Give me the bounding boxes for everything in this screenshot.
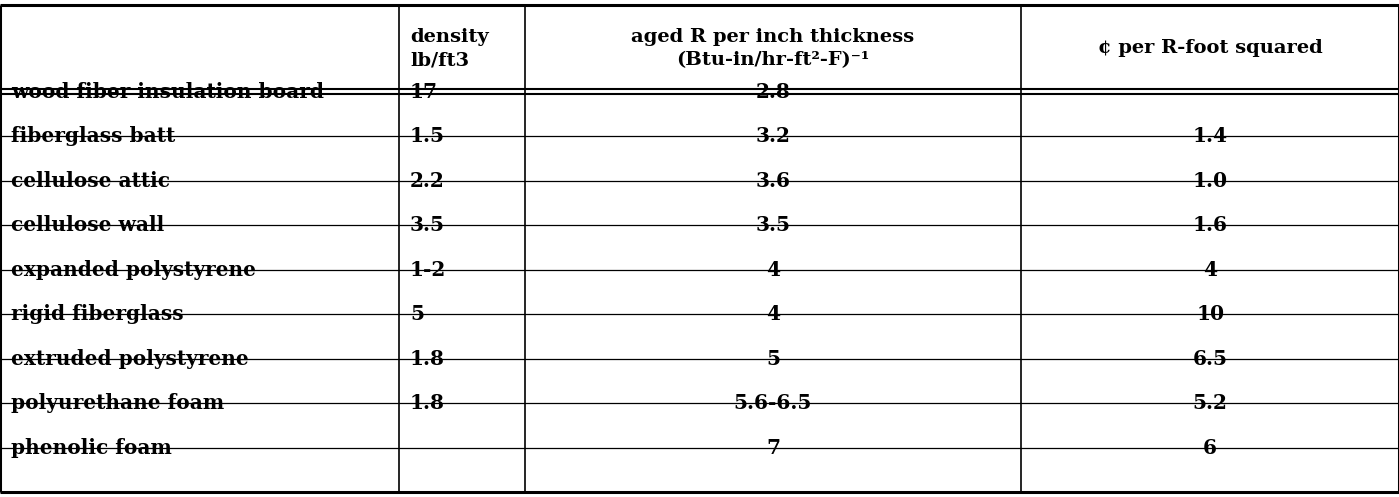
Text: 1.0: 1.0 [1192,171,1228,191]
Text: density
lb/ft3: density lb/ft3 [410,28,488,69]
Text: 1-2: 1-2 [410,260,446,280]
Text: 4: 4 [1203,260,1217,280]
Text: wood fiber insulation board: wood fiber insulation board [11,82,325,102]
Text: 1.4: 1.4 [1192,126,1228,147]
Text: 4: 4 [765,304,781,324]
Text: fiberglass batt: fiberglass batt [11,126,175,147]
Text: 1.8: 1.8 [410,393,445,413]
Text: 2.8: 2.8 [755,82,790,102]
Text: aged R per inch thickness
(Btu-in/hr-ft²-F)⁻¹: aged R per inch thickness (Btu-in/hr-ft²… [631,28,915,69]
Text: 5: 5 [410,304,424,324]
Text: 3.5: 3.5 [410,215,445,235]
Text: ¢ per R-foot squared: ¢ per R-foot squared [1098,39,1322,58]
Text: 3.2: 3.2 [755,126,790,147]
Text: 10: 10 [1196,304,1224,324]
Text: 1.6: 1.6 [1192,215,1228,235]
Text: 1.8: 1.8 [410,349,445,369]
Text: 7: 7 [765,437,781,458]
Text: extruded polystyrene: extruded polystyrene [11,349,249,369]
Text: 2.2: 2.2 [410,171,445,191]
Text: 3.5: 3.5 [755,215,790,235]
Text: 17: 17 [410,82,438,102]
Text: 5: 5 [765,349,781,369]
Text: phenolic foam: phenolic foam [11,437,172,458]
Text: rigid fiberglass: rigid fiberglass [11,304,183,324]
Text: 4: 4 [765,260,781,280]
Text: 3.6: 3.6 [755,171,790,191]
Text: polyurethane foam: polyurethane foam [11,393,224,413]
Text: 5.6-6.5: 5.6-6.5 [733,393,813,413]
Text: cellulose attic: cellulose attic [11,171,171,191]
Text: 1.5: 1.5 [410,126,445,147]
Text: 6.5: 6.5 [1192,349,1228,369]
Text: expanded polystyrene: expanded polystyrene [11,260,256,280]
Text: 6: 6 [1203,437,1217,458]
Text: cellulose wall: cellulose wall [11,215,165,235]
Text: 5.2: 5.2 [1193,393,1227,413]
